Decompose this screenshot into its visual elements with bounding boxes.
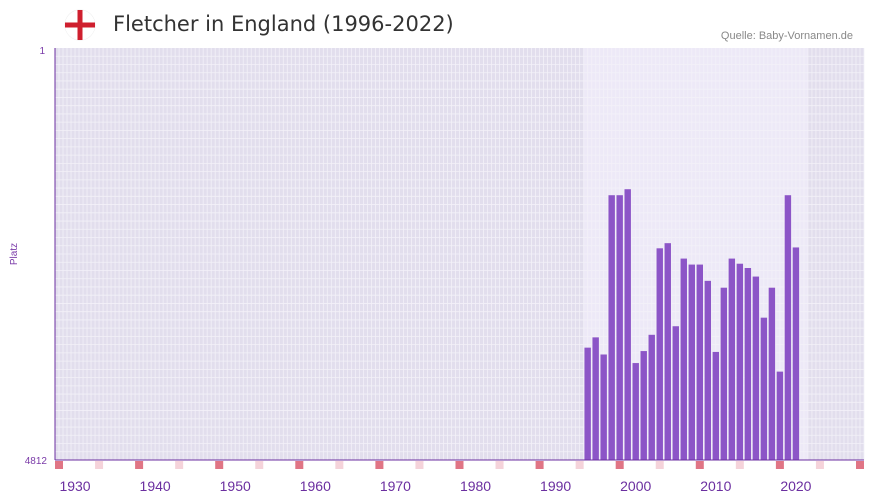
- bar-1999: [624, 189, 631, 460]
- decade-marker: [695, 461, 704, 469]
- decade-marker: [375, 461, 384, 469]
- x-tick-label: 1940: [140, 478, 171, 494]
- half-decade-marker: [735, 461, 744, 469]
- chart-title: Fletcher in England (1996-2022): [113, 12, 454, 36]
- half-decade-marker: [495, 461, 504, 469]
- decade-marker: [135, 461, 144, 469]
- decade-marker: [55, 461, 64, 469]
- bar-2012: [728, 258, 736, 460]
- bar-2001: [640, 351, 647, 460]
- bar-2008: [696, 264, 704, 460]
- y-tick-label-top: 1: [39, 46, 45, 57]
- decade-marker: [535, 461, 544, 469]
- half-decade-marker: [95, 461, 104, 469]
- bar-2020: [792, 247, 800, 460]
- bar-2014: [744, 268, 752, 460]
- england-flag-icon: [64, 9, 96, 45]
- bar-2013: [736, 263, 744, 460]
- half-decade-marker: [655, 461, 664, 469]
- bar-2002: [648, 334, 655, 460]
- x-tick-label: 1970: [380, 478, 411, 494]
- bar-1998: [616, 195, 623, 460]
- half-decade-marker: [175, 461, 184, 469]
- y-tick-label-bottom: 4812: [25, 456, 48, 467]
- bar-2003: [656, 248, 663, 460]
- bar-2006: [680, 258, 687, 460]
- x-tick-label: 1990: [540, 478, 571, 494]
- bar-2010: [712, 351, 720, 460]
- bar-1994: [584, 347, 591, 460]
- decade-marker: [215, 461, 224, 469]
- half-decade-marker: [815, 461, 824, 469]
- x-tick-label: 1950: [220, 478, 251, 494]
- half-decade-marker: [255, 461, 264, 469]
- source-credit: Quelle: Baby-Vornamen.de: [720, 30, 853, 42]
- y-axis-label: Platz: [9, 243, 20, 265]
- decade-marker: [455, 461, 464, 469]
- bar-1997: [608, 195, 615, 460]
- bar-2011: [720, 287, 728, 460]
- bar-2005: [672, 326, 679, 460]
- x-tick-label: 1980: [460, 478, 491, 494]
- bar-2007: [688, 264, 695, 460]
- half-decade-marker: [575, 461, 584, 469]
- x-tick-label: 2020: [780, 478, 811, 494]
- x-tick-label: 2010: [700, 478, 731, 494]
- bar-2015: [752, 276, 760, 460]
- bar-2000: [632, 363, 639, 460]
- bar-1995: [592, 337, 599, 460]
- decade-marker: [855, 461, 864, 469]
- x-tick-label: 1930: [59, 478, 90, 494]
- x-tick-label: 1960: [300, 478, 331, 494]
- x-tick-label: 2000: [620, 478, 651, 494]
- bar-1996: [600, 354, 607, 460]
- bar-2019: [784, 195, 792, 460]
- bar-2017: [768, 287, 776, 460]
- decade-marker: [775, 461, 784, 469]
- half-decade-marker: [415, 461, 424, 469]
- bar-2004: [664, 243, 671, 460]
- bar-2009: [704, 280, 712, 460]
- bar-2018: [776, 371, 784, 460]
- decade-marker: [615, 461, 624, 469]
- decade-marker: [295, 461, 304, 469]
- bar-2016: [760, 317, 768, 460]
- half-decade-marker: [335, 461, 344, 469]
